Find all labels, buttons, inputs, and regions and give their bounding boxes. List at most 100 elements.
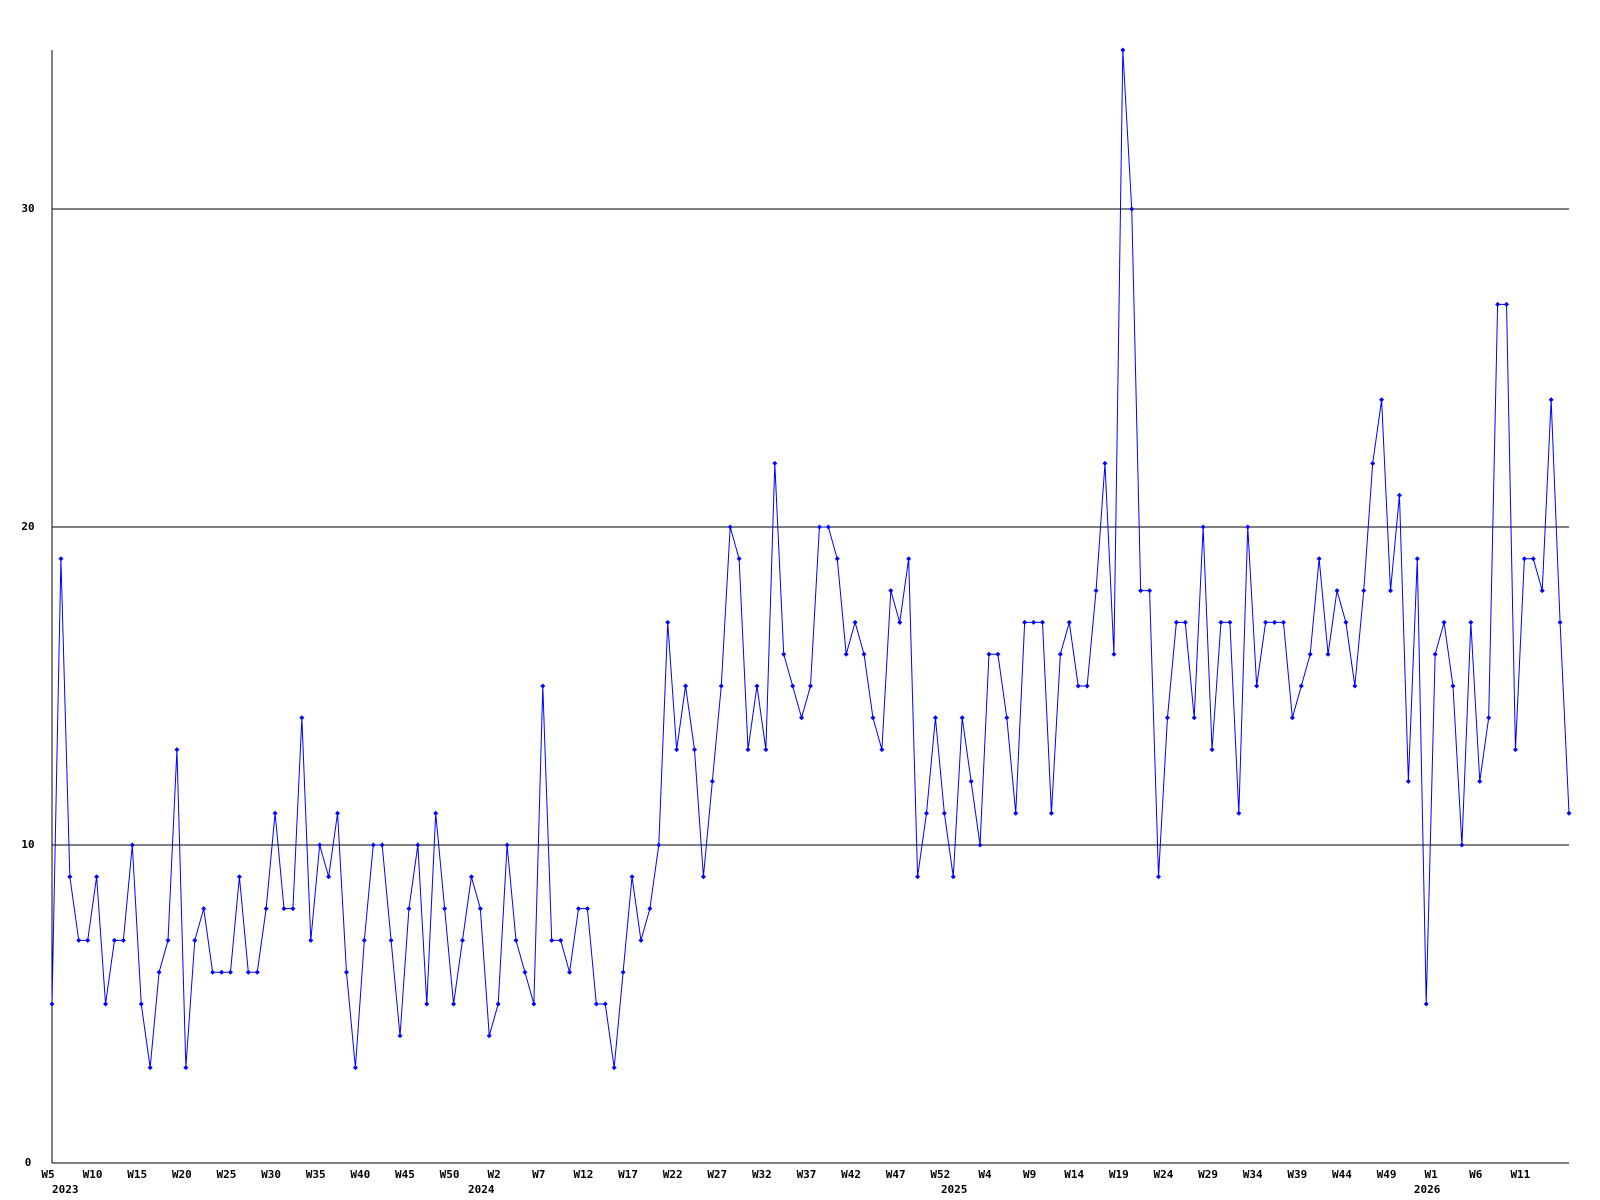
data-point — [468, 874, 474, 880]
data-point — [629, 874, 635, 880]
data-point — [1057, 651, 1063, 657]
data-point — [567, 969, 573, 975]
data-point — [263, 906, 269, 912]
data-point — [1156, 874, 1162, 880]
data-point — [513, 937, 519, 943]
data-point — [1031, 619, 1037, 625]
data-point — [1111, 651, 1117, 657]
x-tick-label: W50 — [440, 1168, 460, 1181]
data-point — [379, 842, 385, 848]
data-point — [1218, 619, 1224, 625]
data-point — [1254, 683, 1260, 689]
data-point — [691, 747, 697, 753]
y-tick-label: 0 — [25, 1156, 32, 1169]
data-point — [558, 937, 564, 943]
data-point — [906, 556, 912, 562]
data-point — [986, 651, 992, 657]
data-point — [352, 1065, 358, 1071]
data-point — [406, 906, 412, 912]
y-tick-label: 20 — [21, 520, 34, 533]
year-label: 2023 — [52, 1183, 79, 1196]
x-tick-label: W4 — [978, 1168, 992, 1181]
data-point — [808, 683, 813, 689]
data-point — [772, 460, 778, 466]
data-point — [1182, 619, 1188, 625]
data-point — [941, 810, 947, 816]
data-point — [1468, 619, 1474, 625]
data-point — [647, 906, 653, 912]
data-point — [397, 1033, 403, 1039]
x-tick-label: W22 — [663, 1168, 683, 1181]
data-point — [718, 683, 724, 689]
data-point — [620, 969, 626, 975]
x-tick-label: W40 — [350, 1168, 370, 1181]
data-point — [1084, 683, 1090, 689]
data-point — [219, 969, 225, 975]
x-tick-label: W39 — [1287, 1168, 1307, 1181]
x-tick-label: W14 — [1064, 1168, 1084, 1181]
data-point — [1280, 619, 1286, 625]
data-point — [1325, 651, 1331, 657]
data-point — [111, 937, 117, 943]
data-point — [76, 937, 82, 943]
data-point — [1405, 778, 1411, 784]
data-point — [584, 906, 590, 912]
y-tick-label: 10 — [21, 838, 34, 851]
data-point — [727, 524, 733, 530]
data-point — [486, 1033, 492, 1039]
data-point — [1120, 47, 1126, 53]
y-tick-label: 30 — [21, 202, 34, 215]
data-point — [1227, 619, 1233, 625]
data-point — [879, 747, 885, 753]
x-tick-label: W29 — [1198, 1168, 1218, 1181]
data-point — [745, 747, 751, 753]
data-point — [1379, 397, 1385, 403]
data-point — [1075, 683, 1081, 689]
data-point — [156, 969, 162, 975]
data-point — [781, 651, 787, 657]
data-point — [1361, 588, 1367, 594]
data-point — [968, 778, 974, 784]
data-point — [210, 969, 216, 975]
data-point — [1495, 301, 1501, 307]
data-point — [245, 969, 251, 975]
data-point — [477, 906, 483, 912]
data-point — [1129, 206, 1135, 212]
data-point — [201, 906, 207, 912]
data-point — [1477, 778, 1483, 784]
data-point — [442, 906, 448, 912]
x-tick-label: W20 — [172, 1168, 192, 1181]
data-point — [1200, 524, 1206, 530]
x-tick-label: W27 — [707, 1168, 727, 1181]
data-point — [950, 874, 956, 880]
data-point — [433, 810, 439, 816]
data-point — [1022, 619, 1028, 625]
data-point — [1396, 492, 1402, 498]
data-point — [1263, 619, 1269, 625]
data-point — [575, 906, 581, 912]
data-point — [1557, 619, 1563, 625]
data-point — [85, 937, 91, 943]
data-point — [495, 1001, 501, 1007]
data-point — [1539, 588, 1545, 594]
data-point — [816, 524, 822, 530]
data-point — [897, 619, 903, 625]
data-point — [236, 874, 242, 880]
data-point — [549, 937, 555, 943]
data-point — [1459, 842, 1465, 848]
x-tick-label: W9 — [1023, 1168, 1036, 1181]
x-tick-label: W49 — [1377, 1168, 1397, 1181]
data-point — [343, 969, 349, 975]
data-point — [1173, 619, 1179, 625]
data-point — [977, 842, 983, 848]
x-tick-label: W47 — [886, 1168, 906, 1181]
data-point — [593, 1001, 599, 1007]
data-point — [1040, 619, 1046, 625]
data-point — [281, 906, 287, 912]
data-point — [602, 1001, 608, 1007]
x-tick-label: W24 — [1154, 1168, 1174, 1181]
data-point — [1066, 619, 1072, 625]
data-point — [388, 937, 394, 943]
data-point — [736, 556, 742, 562]
